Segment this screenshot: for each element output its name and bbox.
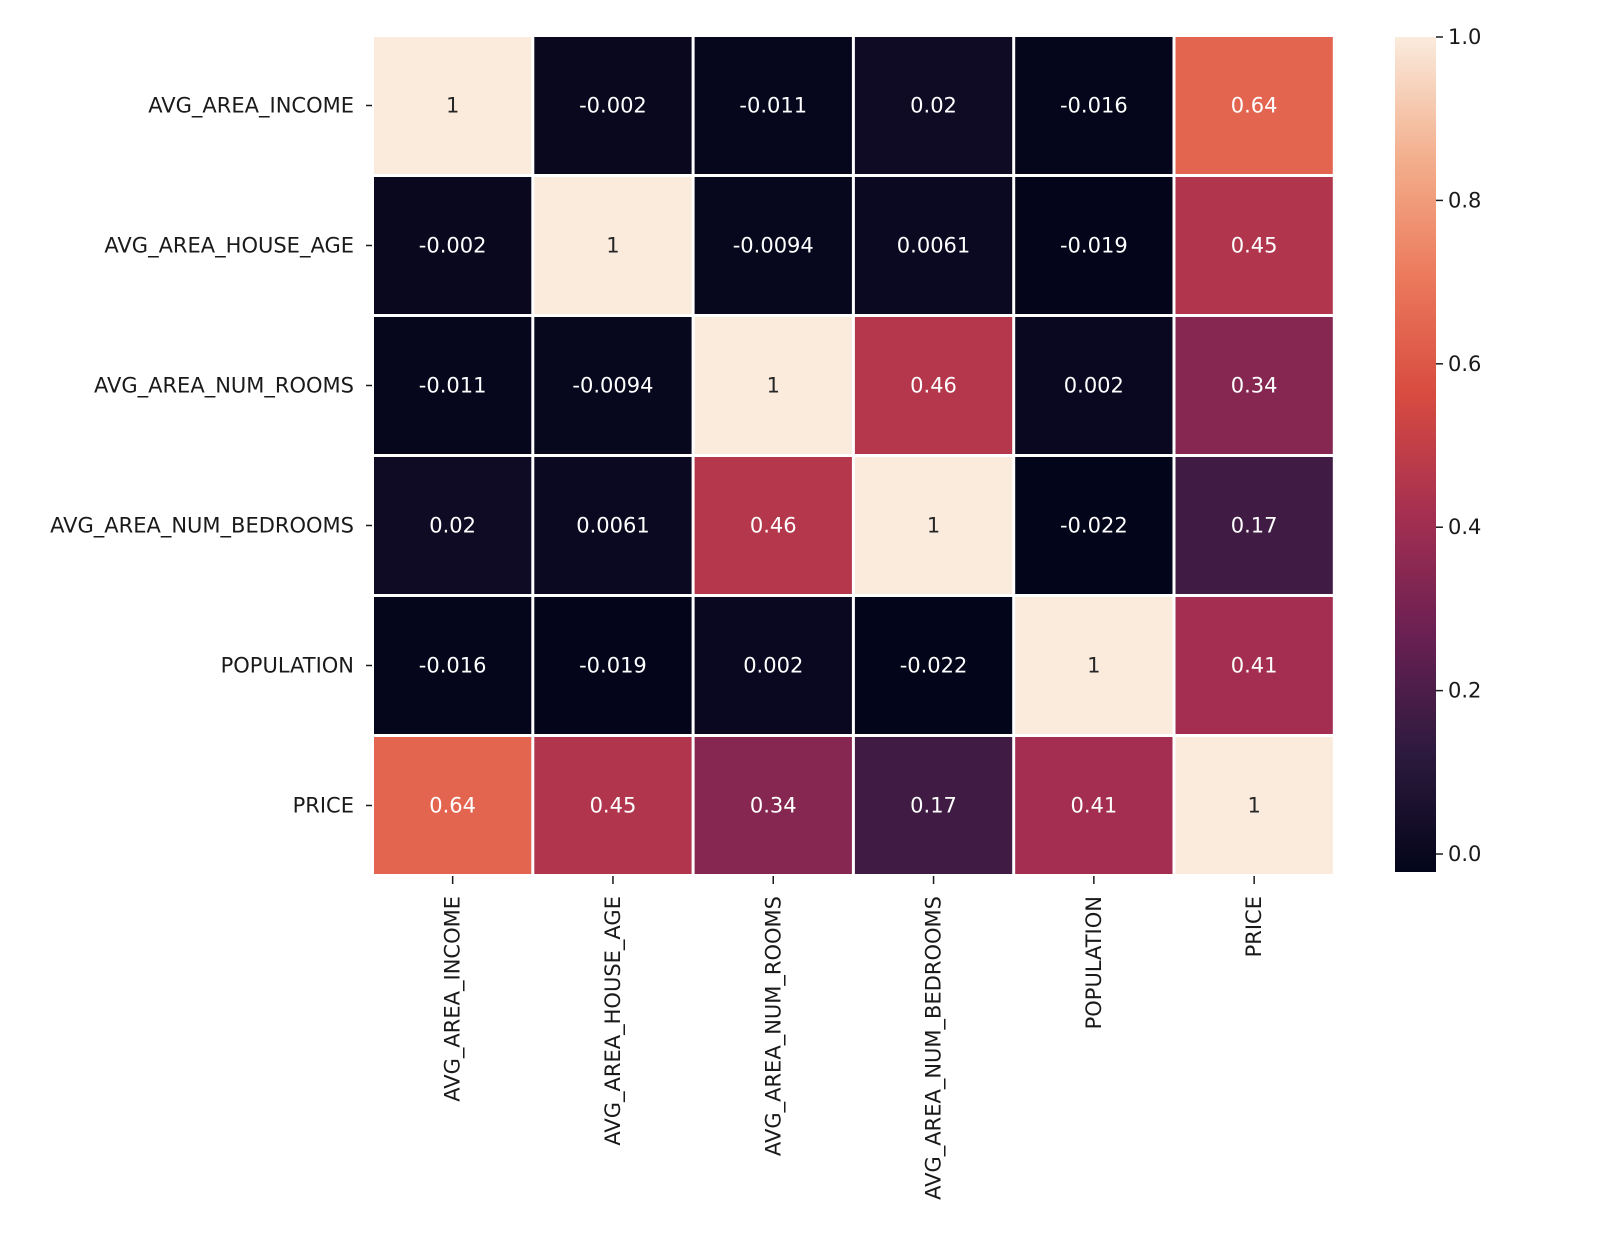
heatmap-cell-3-1 (534, 457, 692, 594)
y-tick-label: PRICE (293, 794, 354, 818)
cell-annotation-2-2: 1 (767, 374, 780, 398)
x-tick-label: PRICE (1242, 896, 1266, 957)
heatmap-cell-1-0 (374, 177, 532, 314)
cell-annotation-2-5: 0.34 (1231, 374, 1278, 398)
cell-annotation-1-1: 1 (606, 234, 619, 258)
x-tick-label: AVG_AREA_NUM_ROOMS (761, 896, 786, 1156)
heatmap-cell-4-0 (374, 597, 532, 734)
cell-annotation-3-5: 0.17 (1231, 514, 1278, 538)
cell-annotation-3-2: 0.46 (750, 514, 797, 538)
cell-annotation-1-5: 0.45 (1231, 234, 1278, 258)
colorbar: 0.0 0.2 0.4 0.6 0.8 1.0 (1395, 25, 1481, 872)
colorbar-gradient (1395, 37, 1436, 872)
cell-annotation-4-0: -0.016 (419, 654, 487, 678)
x-tick-label: AVG_AREA_HOUSE_AGE (601, 896, 626, 1146)
heatmap-cell-annotations: 1 -0.002 -0.011 0.02 -0.016 0.64 -0.002 1 -0.009… (419, 94, 1278, 818)
heatmap-cell-2-3 (854, 317, 1013, 454)
heatmap-cell-1-3 (854, 177, 1013, 314)
cell-annotation-0-3: 0.02 (910, 94, 957, 118)
x-tick-label: AVG_AREA_INCOME (441, 896, 466, 1102)
heatmap-cell-0-4 (1015, 37, 1173, 174)
heatmap-cell-5-2 (694, 737, 852, 874)
heatmap-cell-0-0 (374, 37, 532, 174)
cell-annotation-3-4: -0.022 (1060, 514, 1128, 538)
cell-annotation-4-5: 0.41 (1231, 654, 1278, 678)
heatmap-cell-3-5 (1175, 457, 1333, 594)
colorbar-tick-label: 0.0 (1448, 842, 1481, 866)
cell-annotation-3-0: 0.02 (429, 514, 476, 538)
cell-annotation-1-2: -0.0094 (733, 234, 814, 258)
cell-annotation-0-5: 0.64 (1231, 94, 1278, 118)
cell-annotation-3-3: 1 (927, 514, 940, 538)
x-tick-label: POPULATION (1082, 896, 1106, 1029)
cell-annotation-1-0: -0.002 (419, 234, 487, 258)
cell-annotation-2-1: -0.0094 (572, 374, 653, 398)
cell-annotation-0-0: 1 (446, 94, 459, 118)
heatmap-cell-2-5 (1175, 317, 1333, 454)
y-tick-label: AVG_AREA_NUM_ROOMS (94, 374, 354, 399)
colorbar-tick-label: 0.2 (1448, 679, 1481, 703)
cell-annotation-5-5: 1 (1247, 794, 1260, 818)
cell-annotation-4-4: 1 (1087, 654, 1100, 678)
colorbar-tick-label: 0.4 (1448, 515, 1481, 539)
cell-annotation-5-4: 0.41 (1070, 794, 1117, 818)
heatmap-cell-5-5 (1175, 737, 1333, 874)
cell-annotation-4-3: -0.022 (900, 654, 968, 678)
cell-annotation-5-1: 0.45 (590, 794, 637, 818)
cell-annotation-5-2: 0.34 (750, 794, 797, 818)
heatmap-cell-1-5 (1175, 177, 1333, 314)
heatmap-cell-4-3 (854, 597, 1013, 734)
heatmap-cells (374, 37, 1333, 874)
y-tick-label: AVG_AREA_NUM_BEDROOMS (50, 514, 354, 539)
cell-annotation-2-4: 0.002 (1064, 374, 1124, 398)
x-tick-label: AVG_AREA_NUM_BEDROOMS (922, 896, 947, 1200)
heatmap-cell-5-4 (1015, 737, 1173, 874)
cell-annotation-1-4: -0.019 (1060, 234, 1128, 258)
heatmap-cell-4-4 (1015, 597, 1173, 734)
heatmap-cell-2-2 (694, 317, 852, 454)
cell-annotation-4-1: -0.019 (579, 654, 647, 678)
heatmap-cell-0-2 (694, 37, 852, 174)
cell-annotation-0-4: -0.016 (1060, 94, 1128, 118)
heatmap-cell-1-2 (694, 177, 852, 314)
heatmap-cell-5-1 (534, 737, 692, 874)
cell-annotation-2-0: -0.011 (419, 374, 487, 398)
colorbar-tick-label: 1.0 (1448, 25, 1481, 49)
heatmap-cell-3-3 (854, 457, 1013, 594)
cell-annotation-4-2: 0.002 (743, 654, 803, 678)
colorbar-tick-label: 0.6 (1448, 352, 1481, 376)
y-tick-label: AVG_AREA_INCOME (148, 94, 354, 119)
heatmap-cell-1-4 (1015, 177, 1173, 314)
heatmap-cell-5-3 (854, 737, 1013, 874)
y-axis: AVG_AREA_INCOME AVG_AREA_HOUSE_AGE AVG_ARE… (50, 94, 372, 818)
y-tick-label: POPULATION (221, 654, 354, 678)
cell-annotation-2-3: 0.46 (910, 374, 957, 398)
heatmap-cell-4-1 (534, 597, 692, 734)
cell-annotation-1-3: 0.0061 (897, 234, 970, 258)
cell-annotation-5-3: 0.17 (910, 794, 957, 818)
y-tick-label: AVG_AREA_HOUSE_AGE (104, 234, 354, 259)
heatmap-cell-4-5 (1175, 597, 1333, 734)
heatmap-cell-3-0 (374, 457, 532, 594)
heatmap-cell-4-2 (694, 597, 852, 734)
heatmap-cell-1-1 (534, 177, 692, 314)
heatmap-cell-2-1 (534, 317, 692, 454)
heatmap-cell-0-1 (534, 37, 692, 174)
heatmap-cell-5-0 (374, 737, 532, 874)
heatmap-cell-2-0 (374, 317, 532, 454)
heatmap-cell-3-4 (1015, 457, 1173, 594)
cell-annotation-0-1: -0.002 (579, 94, 647, 118)
cell-annotation-3-1: 0.0061 (576, 514, 649, 538)
colorbar-tick-label: 0.8 (1448, 188, 1481, 212)
cell-annotation-5-0: 0.64 (429, 794, 476, 818)
cell-annotation-0-2: -0.011 (739, 94, 807, 118)
heatmap-cell-0-3 (854, 37, 1013, 174)
heatmap-cell-0-5 (1175, 37, 1333, 174)
heatmap-cell-2-4 (1015, 317, 1173, 454)
x-axis: AVG_AREA_INCOME AVG_AREA_HOUSE_AGE AVG_ARE… (441, 876, 1266, 1200)
heatmap-cell-3-2 (694, 457, 852, 594)
